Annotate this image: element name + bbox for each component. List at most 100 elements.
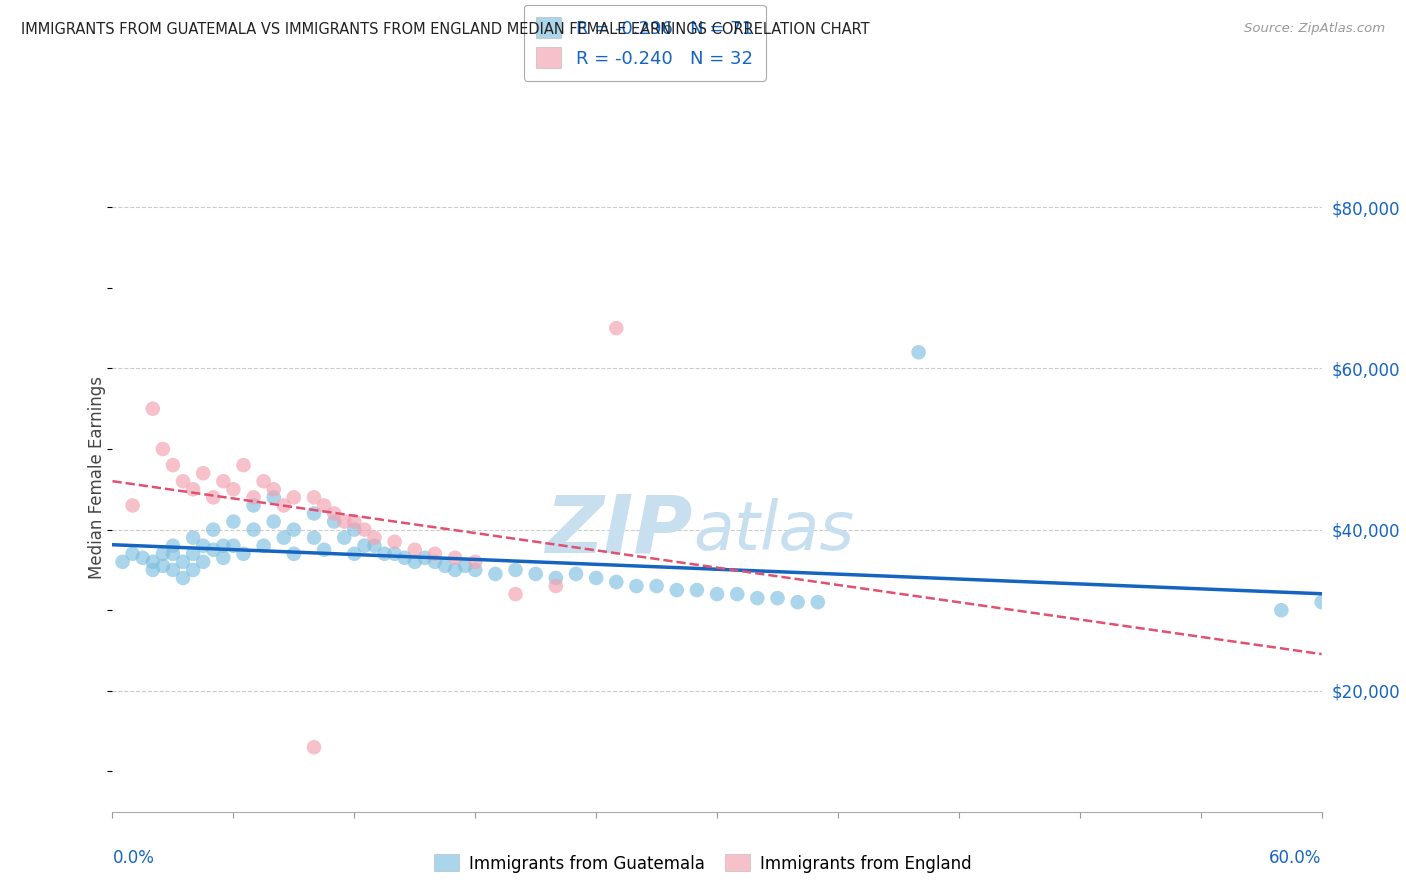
Point <box>343 547 366 561</box>
Point <box>565 566 588 581</box>
Point <box>242 523 264 537</box>
Point <box>605 574 627 589</box>
Point <box>464 555 486 569</box>
Point <box>142 401 165 416</box>
Point <box>181 483 204 497</box>
Point <box>444 563 467 577</box>
Point <box>222 539 245 553</box>
Text: Source: ZipAtlas.com: Source: ZipAtlas.com <box>1244 22 1385 36</box>
Point <box>323 507 346 521</box>
Point <box>181 531 204 545</box>
Point <box>725 587 748 601</box>
Point <box>162 539 184 553</box>
Legend: R = -0.296   N = 71, R = -0.240   N = 32: R = -0.296 N = 71, R = -0.240 N = 32 <box>523 4 765 80</box>
Point <box>202 542 225 557</box>
Point <box>1310 595 1333 609</box>
Point <box>454 558 477 573</box>
Point <box>202 523 225 537</box>
Point <box>212 550 235 565</box>
Point <box>142 555 165 569</box>
Point <box>253 539 276 553</box>
Point <box>374 547 396 561</box>
Text: atlas: atlas <box>693 498 853 564</box>
Point <box>384 547 406 561</box>
Point <box>323 515 346 529</box>
Point <box>363 531 385 545</box>
Point <box>191 539 214 553</box>
Point <box>172 571 194 585</box>
Point <box>505 587 527 601</box>
Point <box>273 499 295 513</box>
Point <box>312 542 335 557</box>
Point <box>302 507 325 521</box>
Point <box>343 523 366 537</box>
Point <box>162 563 184 577</box>
Point <box>544 571 567 585</box>
Point <box>404 542 426 557</box>
Point <box>605 321 627 335</box>
Point <box>121 499 143 513</box>
Point <box>404 555 426 569</box>
Point <box>363 539 385 553</box>
Legend: Immigrants from Guatemala, Immigrants from England: Immigrants from Guatemala, Immigrants fr… <box>427 847 979 880</box>
Point <box>263 491 285 505</box>
Point <box>423 547 446 561</box>
Point <box>283 491 305 505</box>
Point <box>191 555 214 569</box>
Point <box>645 579 668 593</box>
Point <box>162 458 184 472</box>
Point <box>686 583 709 598</box>
Point <box>212 539 235 553</box>
Point <box>353 539 375 553</box>
Point <box>786 595 808 609</box>
Point <box>191 466 214 480</box>
Point <box>111 555 134 569</box>
Point <box>202 491 225 505</box>
Point <box>524 566 547 581</box>
Point <box>333 515 356 529</box>
Point <box>222 483 245 497</box>
Point <box>626 579 648 593</box>
Point <box>222 515 245 529</box>
Point <box>1270 603 1292 617</box>
Point <box>181 563 204 577</box>
Point <box>544 579 567 593</box>
Point <box>152 442 174 456</box>
Y-axis label: Median Female Earnings: Median Female Earnings <box>87 376 105 579</box>
Point <box>706 587 728 601</box>
Point <box>747 591 769 606</box>
Text: 0.0%: 0.0% <box>112 848 155 866</box>
Point <box>263 515 285 529</box>
Point <box>444 550 467 565</box>
Point <box>242 499 264 513</box>
Point <box>172 555 194 569</box>
Point <box>907 345 929 359</box>
Point <box>302 531 325 545</box>
Point <box>433 558 456 573</box>
Point <box>152 547 174 561</box>
Point <box>807 595 830 609</box>
Point <box>766 591 789 606</box>
Point <box>413 550 436 565</box>
Point <box>333 531 356 545</box>
Point <box>232 458 254 472</box>
Point <box>343 515 366 529</box>
Point <box>423 555 446 569</box>
Point <box>585 571 607 585</box>
Point <box>665 583 688 598</box>
Point <box>302 740 325 755</box>
Point <box>394 550 416 565</box>
Point <box>142 563 165 577</box>
Point <box>283 547 305 561</box>
Point <box>263 483 285 497</box>
Point <box>212 475 235 489</box>
Point <box>353 523 375 537</box>
Point <box>464 563 486 577</box>
Point <box>283 523 305 537</box>
Point <box>384 534 406 549</box>
Text: ZIP: ZIP <box>546 491 693 570</box>
Point <box>242 491 264 505</box>
Point <box>132 550 155 565</box>
Point <box>302 491 325 505</box>
Point <box>232 547 254 561</box>
